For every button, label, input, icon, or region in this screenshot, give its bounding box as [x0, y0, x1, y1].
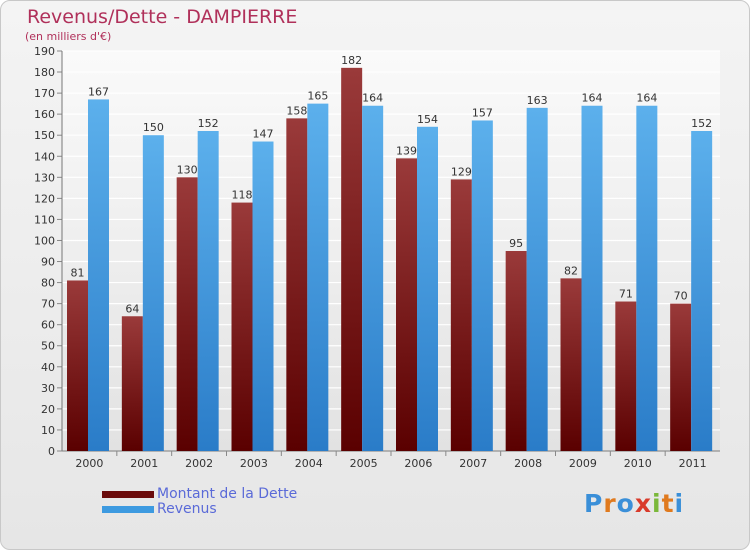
y-tick-label: 70 [41, 298, 55, 311]
bar-revenue [581, 105, 603, 451]
data-label-debt: 82 [564, 264, 578, 277]
bar-debt [231, 202, 253, 451]
bar-debt [560, 278, 582, 451]
x-tick-label: 2010 [624, 457, 652, 470]
bar-debt [505, 251, 527, 451]
data-label-debt: 81 [71, 266, 85, 279]
bar-debt [176, 177, 198, 451]
y-tick-label: 170 [34, 87, 55, 100]
bar-revenue [88, 99, 109, 451]
bar-debt [615, 301, 637, 451]
bar-debt [341, 67, 363, 451]
legend-swatch-revenue [102, 506, 154, 513]
bar-revenue [307, 103, 329, 451]
x-tick-label: 2009 [569, 457, 597, 470]
y-tick-label: 30 [41, 382, 55, 395]
y-tick-label: 100 [34, 234, 55, 247]
bar-revenue [142, 135, 164, 452]
legend-label-revenue: Revenus [157, 501, 217, 517]
bar-revenue [636, 105, 658, 451]
data-label-debt: 64 [125, 302, 139, 315]
bar-revenue [471, 120, 493, 451]
bar-debt [450, 179, 472, 451]
data-label-debt: 182 [341, 54, 362, 67]
x-tick-label: 2008 [514, 457, 542, 470]
y-tick-label: 90 [41, 256, 55, 269]
y-tick-label: 130 [34, 171, 55, 184]
x-tick-label: 2007 [459, 457, 487, 470]
data-label-debt: 130 [177, 163, 198, 176]
data-label-revenue: 164 [636, 92, 657, 105]
y-tick-label: 0 [48, 445, 55, 458]
y-tick-label: 60 [41, 319, 55, 332]
bar-debt [121, 316, 143, 451]
x-tick-label: 2011 [679, 457, 707, 470]
y-tick-label: 40 [41, 361, 55, 374]
bar-revenue [252, 141, 274, 452]
bar-revenue [197, 131, 219, 451]
y-tick-label: 50 [41, 340, 55, 353]
data-label-revenue: 164 [362, 92, 383, 105]
chart-title: Revenus/Dette - DAMPIERRE [27, 6, 298, 28]
x-tick-label: 2005 [350, 457, 378, 470]
data-label-revenue: 152 [198, 117, 219, 130]
x-tick-label: 2006 [404, 457, 432, 470]
data-label-debt: 95 [509, 237, 523, 250]
data-label-debt: 71 [619, 288, 633, 301]
data-label-revenue: 164 [582, 92, 603, 105]
y-tick-label: 110 [34, 213, 55, 226]
y-tick-label: 150 [34, 129, 55, 142]
y-tick-label: 160 [34, 108, 55, 121]
data-label-debt: 129 [451, 165, 472, 178]
y-tick-label: 180 [34, 66, 55, 79]
proxiti-logo: Proxiti [584, 489, 685, 518]
x-tick-label: 2003 [240, 457, 268, 470]
bar-debt [396, 158, 417, 452]
y-tick-label: 20 [41, 403, 55, 416]
data-label-revenue: 154 [417, 113, 438, 126]
data-label-revenue: 152 [691, 117, 712, 130]
chart-subtitle: (en milliers d'€) [25, 30, 112, 43]
data-label-revenue: 165 [307, 90, 328, 103]
data-label-debt: 70 [674, 290, 688, 303]
y-tick-label: 190 [34, 45, 55, 58]
data-label-revenue: 163 [527, 94, 548, 107]
legend-swatch-debt [102, 491, 154, 498]
data-label-debt: 158 [286, 104, 307, 117]
data-label-debt: 118 [232, 189, 253, 202]
data-label-debt: 139 [396, 144, 417, 157]
bar-revenue [526, 107, 548, 451]
data-label-revenue: 147 [253, 128, 274, 141]
x-tick-label: 2004 [295, 457, 323, 470]
plot-area [62, 51, 720, 451]
data-label-revenue: 150 [143, 121, 164, 134]
bar-debt [67, 280, 88, 451]
bar-revenue [417, 126, 438, 451]
y-tick-label: 140 [34, 150, 55, 163]
x-tick-label: 2001 [130, 457, 158, 470]
y-tick-label: 80 [41, 277, 55, 290]
legend-label-debt: Montant de la Dette [157, 486, 298, 502]
bar-revenue [691, 131, 713, 451]
data-label-revenue: 157 [472, 106, 493, 119]
y-tick-label: 10 [41, 424, 55, 437]
x-tick-label: 2000 [75, 457, 103, 470]
data-label-revenue: 167 [88, 85, 109, 98]
y-tick-label: 120 [34, 192, 55, 205]
bar-revenue [362, 105, 384, 451]
bar-debt [670, 303, 692, 451]
bar-debt [286, 118, 308, 452]
x-tick-label: 2002 [185, 457, 213, 470]
